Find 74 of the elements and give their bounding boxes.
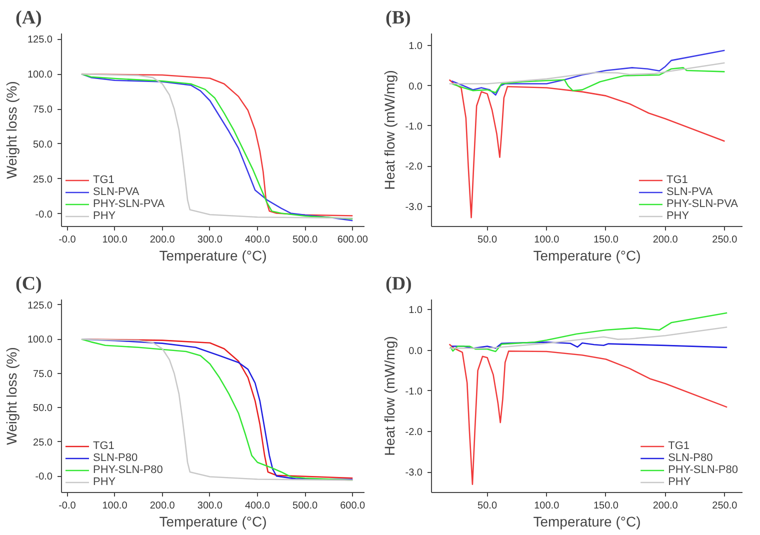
x-axis-title: Temperature (°C) — [159, 514, 267, 530]
y-tick-label: -3.0 — [405, 468, 423, 479]
x-tick-label: 100.0 — [534, 500, 560, 512]
y-axis-title: Weight loss (%) — [3, 81, 20, 179]
legend-label: TG1 — [93, 174, 114, 186]
x-tick-label: 300.0 — [197, 234, 223, 246]
y-tick-label: 75.0 — [33, 104, 53, 116]
x-tick-label: -0.0 — [58, 234, 76, 246]
x-tick-label: 150.0 — [593, 500, 619, 512]
y-tick-label: 25.0 — [33, 174, 53, 186]
legend-label: SLN-P80 — [93, 452, 138, 464]
x-tick-label: 200.0 — [652, 234, 678, 246]
x-tick-label: 200.0 — [150, 500, 176, 512]
y-tick-label: -2.0 — [405, 162, 423, 173]
legend-label: SLN-PVA — [666, 186, 713, 198]
x-tick-label: 150.0 — [593, 234, 619, 246]
y-axis-title: Heat flow (mW/mg) — [381, 70, 398, 190]
y-tick-label: -1.0 — [405, 121, 423, 132]
y-axis-title: Heat flow (mW/mg) — [381, 336, 398, 456]
y-tick-label: 50.0 — [33, 403, 53, 414]
legend-label: TG1 — [93, 440, 114, 452]
y-tick-label: 25.0 — [33, 437, 53, 448]
y-tick-label: -0.0 — [35, 472, 53, 483]
x-tick-label: 600.00 — [337, 234, 368, 246]
x-axis-title: Temperature (°C) — [159, 248, 267, 264]
legend-label: TG1 — [668, 440, 690, 452]
x-tick-label: 600.0 — [340, 500, 366, 512]
chart-title: (D) — [386, 274, 412, 294]
legend-label: PHY-SLN-PVA — [93, 198, 165, 210]
y-tick-label: 0.0 — [408, 81, 423, 92]
y-tick-label: -0.0 — [35, 209, 53, 220]
chart-title: (B) — [386, 8, 411, 28]
y-tick-label: 1.0 — [408, 41, 423, 52]
legend-label: TG1 — [666, 174, 688, 186]
x-tick-label: 250.0 — [712, 500, 738, 512]
chart-title: (C) — [16, 274, 42, 294]
x-tick-label: -0.0 — [58, 500, 76, 512]
chart-title: (A) — [16, 8, 42, 28]
legend-label: PHY — [93, 476, 116, 488]
x-tick-label: 400.0 — [244, 234, 270, 246]
x-axis-title: Temperature (°C) — [533, 514, 641, 530]
legend-label: PHY-SLN-P80 — [93, 464, 163, 476]
y-tick-label: -1.0 — [405, 386, 423, 398]
legend-label: SLN-P80 — [668, 452, 713, 464]
legend-label: SLN-PVA — [93, 186, 140, 198]
x-axis-title: Temperature (°C) — [533, 248, 641, 264]
x-tick-label: 50.0 — [478, 500, 498, 512]
x-tick-label: 200.0 — [150, 234, 176, 246]
x-tick-label: 500.0 — [292, 500, 318, 512]
x-tick-label: 500.0 — [292, 234, 318, 246]
x-tick-label: 100.0 — [102, 500, 128, 512]
x-tick-label: 100.0 — [102, 234, 128, 246]
x-tick-label: 250.0 — [712, 234, 738, 246]
y-tick-label: 100.0 — [27, 334, 53, 346]
legend-label: PHY-SLN-P80 — [668, 464, 738, 476]
y-tick-label: -3.0 — [405, 202, 423, 213]
y-tick-label: 125.0 — [27, 300, 53, 312]
y-tick-label: -2.0 — [405, 427, 423, 438]
x-tick-label: 300.0 — [197, 500, 223, 512]
legend-label: PHY — [666, 210, 690, 222]
x-tick-label: 100.0 — [534, 234, 560, 246]
legend-label: PHY-SLN-PVA — [666, 198, 738, 210]
legend-label: PHY — [93, 210, 116, 222]
x-tick-label: 200.0 — [652, 500, 678, 512]
x-tick-label: 50.0 — [478, 234, 498, 246]
y-tick-label: 1.0 — [408, 305, 423, 316]
x-tick-label: 400.0 — [244, 500, 270, 512]
y-tick-label: 100.0 — [27, 70, 53, 81]
y-tick-label: 50.0 — [33, 139, 53, 150]
legend-label: PHY — [668, 476, 691, 488]
y-tick-label: 125.0 — [27, 34, 53, 46]
y-tick-label: 0.0 — [408, 346, 423, 357]
y-tick-label: 75.0 — [33, 368, 53, 380]
y-axis-title: Weight loss (%) — [3, 347, 20, 445]
